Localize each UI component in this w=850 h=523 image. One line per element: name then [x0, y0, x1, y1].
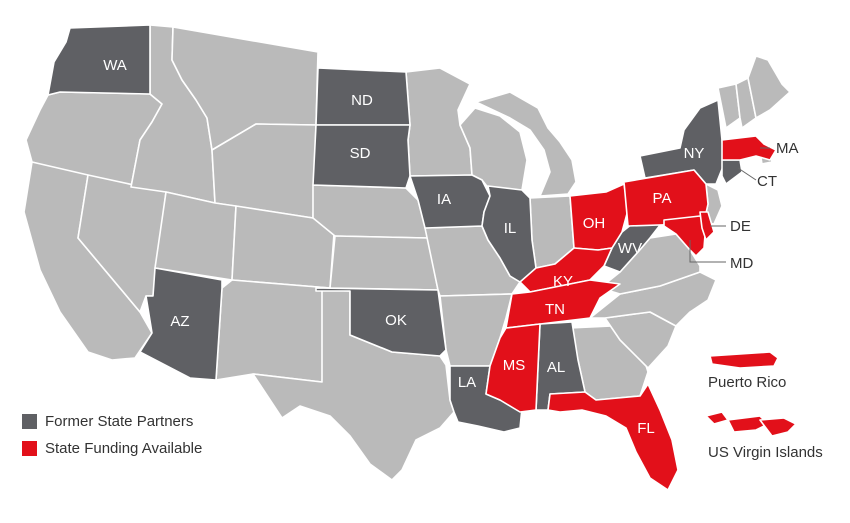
- state-wa: [47, 24, 151, 96]
- other-states: [23, 24, 791, 481]
- legend-swatch-funding: [22, 441, 37, 456]
- state-wv: [603, 219, 665, 273]
- state-il: [481, 185, 537, 285]
- label-oh: OH: [583, 215, 606, 232]
- state-labels: WA ND SD IA IL AZ OK LA AL NY WV OH PA K…: [103, 57, 798, 437]
- usvi-shapes: [705, 411, 797, 437]
- legend-item-funding: State Funding Available: [22, 435, 202, 462]
- label-sd: SD: [350, 145, 371, 162]
- puerto-rico-shape: [709, 351, 779, 369]
- state-az: [139, 267, 223, 381]
- legend-item-former: Former State Partners: [22, 408, 202, 435]
- label-md: MD: [730, 255, 753, 272]
- label-ia: IA: [437, 191, 451, 208]
- former-partner-states: [47, 24, 743, 433]
- state-ut: [154, 191, 237, 281]
- state-ks: [329, 235, 439, 291]
- state-me: [747, 55, 791, 119]
- state-mi: [475, 91, 577, 197]
- label-al: AL: [547, 359, 565, 376]
- state-ne: [312, 184, 429, 239]
- state-de: [699, 211, 715, 241]
- map-legend: Former State Partners State Funding Avai…: [22, 408, 202, 462]
- label-ct: CT: [757, 173, 777, 190]
- label-wa: WA: [103, 57, 127, 74]
- state-ct: [721, 159, 743, 185]
- label-pa: PA: [653, 190, 672, 207]
- label-nd: ND: [351, 92, 373, 109]
- label-wv: WV: [618, 240, 642, 257]
- state-ms: [485, 323, 541, 413]
- label-ms: MS: [503, 357, 526, 374]
- state-ok: [315, 287, 447, 357]
- label-fl: FL: [637, 420, 655, 437]
- label-il: IL: [504, 220, 517, 237]
- label-tn: TN: [545, 301, 565, 318]
- state-ma: [721, 135, 777, 161]
- legend-label-funding: State Funding Available: [45, 440, 203, 457]
- label-la: LA: [458, 374, 476, 391]
- legend-label-former: Former State Partners: [45, 413, 194, 430]
- label-de: DE: [730, 218, 751, 235]
- state-nh: [735, 77, 757, 129]
- label-ma: MA: [776, 140, 799, 157]
- label-az: AZ: [170, 313, 189, 330]
- state-fl: [547, 383, 679, 491]
- leader-lines: [689, 147, 770, 263]
- funding-available-states: [485, 135, 797, 491]
- state-nm: [215, 279, 331, 383]
- label-ok: OK: [385, 312, 407, 329]
- puerto-rico-label: Puerto Rico: [708, 374, 787, 391]
- label-ny: NY: [684, 145, 705, 162]
- usvi-label: US Virgin Islands: [708, 444, 823, 461]
- label-ky: KY: [553, 273, 573, 290]
- legend-swatch-former: [22, 414, 37, 429]
